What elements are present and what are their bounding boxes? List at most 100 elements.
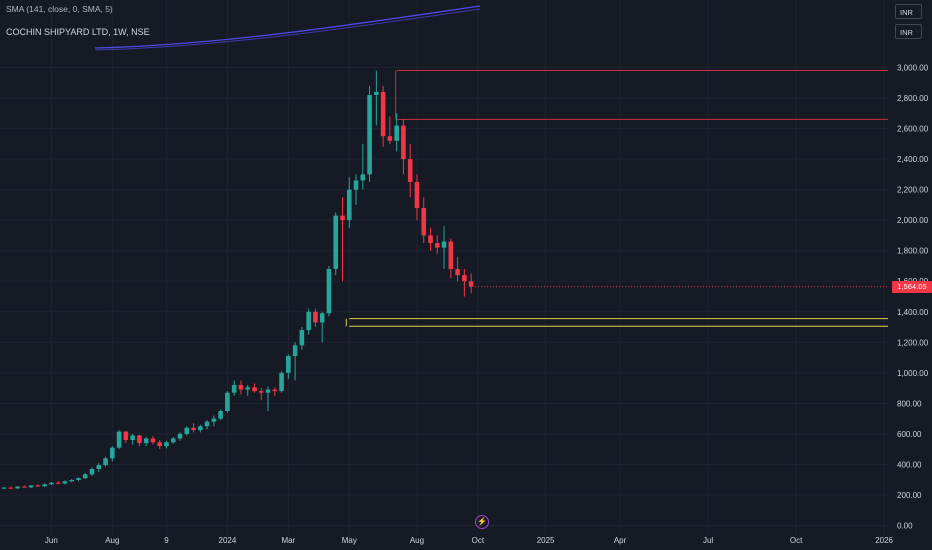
candle-body	[374, 91, 379, 95]
candle-body	[103, 458, 108, 466]
candle-body	[231, 385, 237, 393]
candle-body	[177, 433, 183, 439]
candle-body	[218, 411, 223, 419]
candle-body	[286, 356, 291, 373]
candle-body	[238, 385, 244, 390]
candle-body	[299, 330, 305, 346]
candle-body	[89, 469, 95, 475]
candle-body	[157, 442, 163, 447]
price-tick-label: 0.00	[897, 522, 913, 531]
indicator-legend[interactable]: SMA (141, close, 0, SMA, 5)	[6, 4, 113, 14]
grid	[0, 0, 888, 535]
price-tick-label: 2,200.00	[897, 186, 929, 195]
lightning-icon[interactable]: ⚡	[475, 515, 489, 529]
candle-body	[137, 435, 142, 444]
candle-body	[198, 426, 203, 431]
candle-body	[96, 465, 102, 470]
candle-body	[49, 482, 54, 485]
candle-body	[15, 486, 20, 489]
candle-body	[387, 136, 393, 141]
candle-body	[326, 269, 332, 314]
candle-body	[252, 387, 257, 392]
time-tick-label: Oct	[790, 536, 803, 545]
candle-body	[1, 487, 7, 489]
candle-body	[380, 91, 386, 137]
price-tick-label: 2,800.00	[897, 94, 929, 103]
candle-body	[62, 481, 68, 484]
candle-body	[292, 345, 298, 357]
candle-body	[170, 438, 176, 443]
candle-body	[421, 207, 427, 236]
candle-body	[360, 174, 366, 181]
candle-body	[164, 442, 169, 447]
time-axis[interactable]: Jun Aug 9 2024 Mar May Aug Oct 2025 Apr Jul Oct 2026	[45, 536, 894, 545]
candle-body	[191, 427, 196, 431]
price-tick-label: 3,000.00	[897, 64, 929, 73]
candle-body	[211, 418, 217, 422]
time-tick-label: Mar	[281, 536, 295, 545]
time-tick-label: 2025	[537, 536, 555, 545]
candle-body	[306, 311, 311, 331]
sma-line-a	[94, 5, 481, 49]
sma-line-b	[94, 8, 481, 51]
time-tick-label: Jun	[45, 536, 58, 545]
candle-body	[279, 372, 284, 392]
candle-body	[340, 215, 345, 221]
candle-body	[225, 392, 230, 411]
candle-body	[407, 159, 413, 182]
price-tick-label: 600.00	[897, 430, 922, 439]
price-tick-label: 2,000.00	[897, 216, 929, 225]
sma-line	[94, 5, 481, 51]
candle-body	[313, 311, 318, 323]
candle-body	[130, 435, 135, 441]
price-tick-label: 800.00	[897, 399, 922, 408]
candle-body	[401, 125, 406, 160]
price-tick-label: 1,800.00	[897, 247, 929, 256]
time-tick-label: Aug	[105, 536, 119, 545]
candle-body	[468, 281, 474, 287]
time-tick-label: Jul	[703, 536, 713, 545]
candle-body	[110, 447, 115, 459]
candle-body	[441, 241, 447, 248]
candle-body	[367, 94, 372, 175]
horizontal-levels	[345, 70, 888, 327]
candle-body	[82, 474, 88, 479]
currency-button-2[interactable]: INR	[895, 24, 922, 39]
candle-body	[204, 421, 210, 427]
price-tick-label: 1,000.00	[897, 369, 929, 378]
last-price-label: 1,564.05	[892, 281, 932, 293]
candle-body	[123, 431, 129, 441]
time-tick-label: 2024	[219, 536, 237, 545]
price-tick-label: 200.00	[897, 491, 922, 500]
candle-body	[428, 235, 433, 244]
candles	[1, 70, 888, 490]
price-tick-label: 1,400.00	[897, 308, 929, 317]
candle-body	[265, 389, 271, 393]
candle-body	[319, 313, 325, 323]
price-tick-label: 400.00	[897, 460, 922, 469]
time-tick-label: May	[342, 536, 357, 545]
candle-body	[245, 387, 251, 390]
candle-body	[394, 125, 399, 141]
price-axis[interactable]: 0.00 200.00 400.00 600.00 800.00 1,000.00 1,20…	[897, 64, 929, 531]
candle-body	[448, 241, 454, 270]
candle-body	[346, 189, 352, 221]
candle-body	[76, 478, 81, 481]
candle-body	[333, 215, 339, 270]
candle-body	[69, 480, 74, 482]
candle-body	[116, 431, 122, 448]
candle-body	[22, 486, 27, 488]
candle-body	[150, 438, 156, 443]
candle-body	[272, 389, 278, 392]
candle-body	[353, 180, 359, 190]
symbol-legend[interactable]: COCHIN SHIPYARD LTD, 1W, NSE	[6, 27, 150, 37]
candle-body	[143, 438, 149, 444]
candle-body	[184, 427, 190, 434]
candle-body	[455, 269, 460, 276]
currency-button[interactable]: INR	[895, 4, 922, 19]
candle-body	[434, 243, 440, 248]
price-tick-label: 2,400.00	[897, 155, 929, 164]
candle-body	[414, 182, 420, 208]
time-tick-label: Apr	[614, 536, 627, 545]
